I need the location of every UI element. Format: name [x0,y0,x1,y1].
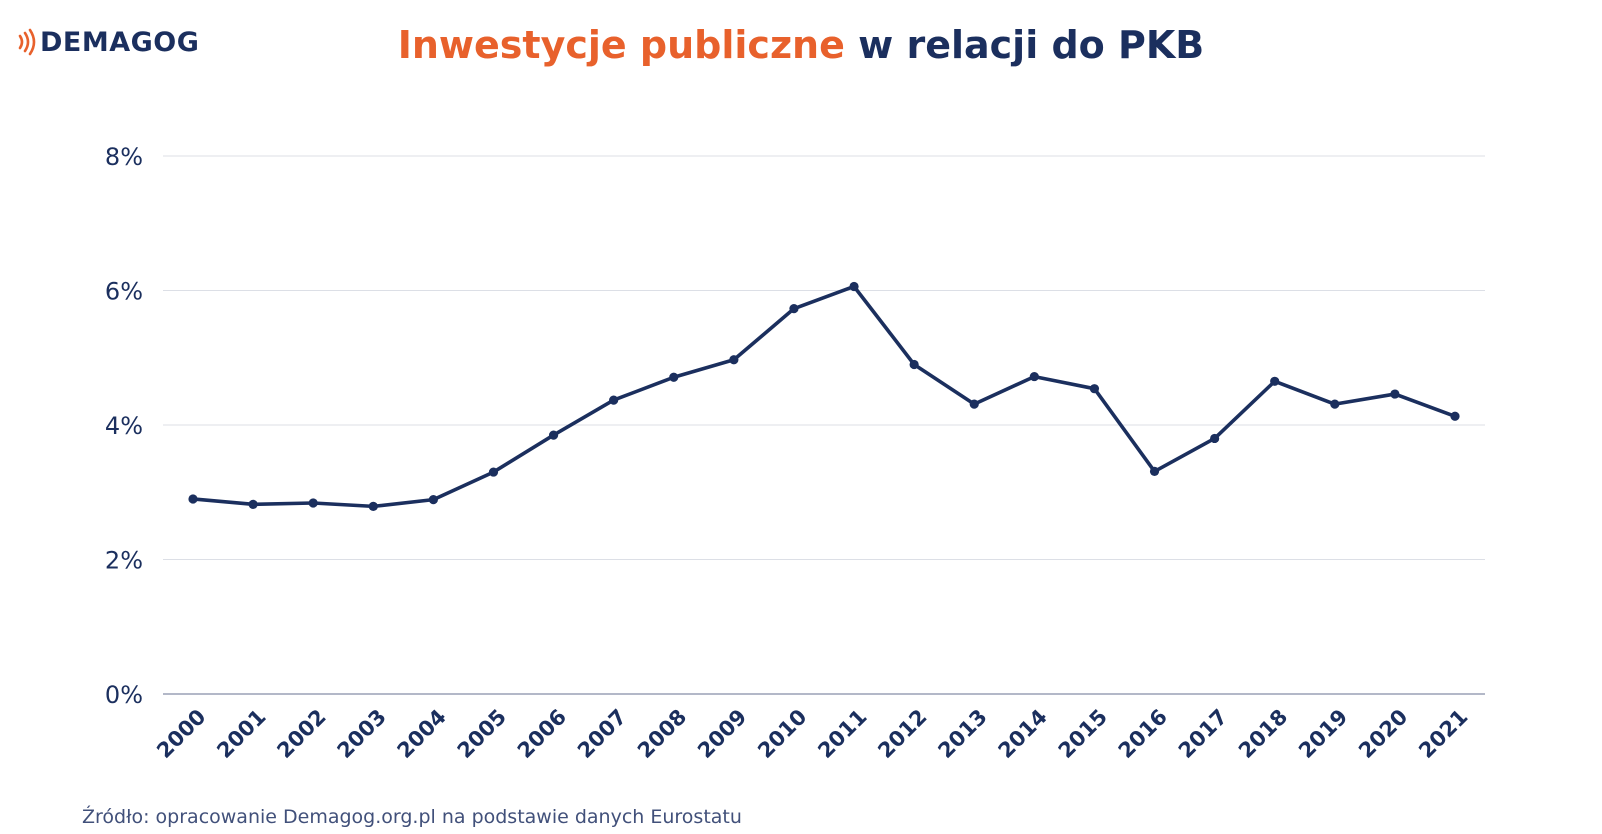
x-tick-label: 2015 [1054,705,1112,763]
data-point [1210,433,1220,444]
logo: DEMAGOG [18,22,199,62]
x-tick-label: 2000 [152,705,210,763]
series-line [191,284,1457,509]
data-point [1089,384,1100,394]
x-tick-label: 2003 [333,705,391,763]
data-point [1029,371,1039,382]
data-point [729,355,739,365]
data-point [368,501,378,511]
data-point [248,499,258,509]
y-tick-label: 6% [105,278,143,306]
x-tick-label: 2020 [1354,705,1412,763]
x-tick-label: 2006 [513,705,571,763]
x-tick-label: 2008 [633,705,691,763]
x-tick-label: 2016 [1114,705,1172,763]
x-tick-label: 2014 [994,705,1052,763]
x-tick-label: 2018 [1234,705,1292,763]
x-tick-label: 2010 [753,705,811,763]
x-tick-label: 2012 [873,705,931,763]
x-tick-label: 2005 [453,705,511,763]
y-tick-label: 4% [105,412,143,440]
x-tick-label: 2001 [212,705,270,763]
x-tick-label: 2021 [1414,705,1472,763]
x-tick-label: 2009 [693,705,751,763]
source-note: Źródło: opracowanie Demagog.org.pl na po… [82,806,742,828]
data-point [609,395,619,405]
data-point [849,281,859,292]
title-accent: Inwestycje publiczne [397,23,845,67]
data-point [789,304,799,314]
x-tick-label: 2002 [272,705,330,763]
data-point [488,467,499,477]
data-point [1270,376,1280,386]
data-point [1390,389,1400,399]
data-point [188,494,198,504]
y-tick-label: 0% [105,681,143,709]
data-point [1330,399,1340,409]
x-tick-label: 2019 [1294,705,1352,763]
data-point [1450,411,1460,421]
x-tick-label: 2007 [573,705,631,763]
data-point [1149,466,1160,477]
data-point [909,359,919,370]
data-point [548,430,559,440]
logo-text: DEMAGOG [40,26,200,58]
x-tick-label: 2011 [813,705,871,763]
chart-title: Inwestycje publiczne w relacji do PKB [0,18,1602,72]
data-point [969,399,979,409]
data-point [428,495,438,505]
data-point [669,372,679,382]
data-point [308,498,318,508]
title-rest: w relacji do PKB [858,23,1205,67]
y-tick-label: 2% [105,547,143,575]
x-tick-label: 2004 [393,705,451,763]
x-tick-label: 2013 [933,705,991,763]
sound-waves-icon [18,28,36,56]
x-tick-label: 2017 [1174,705,1232,763]
y-tick-label: 8% [105,143,143,171]
